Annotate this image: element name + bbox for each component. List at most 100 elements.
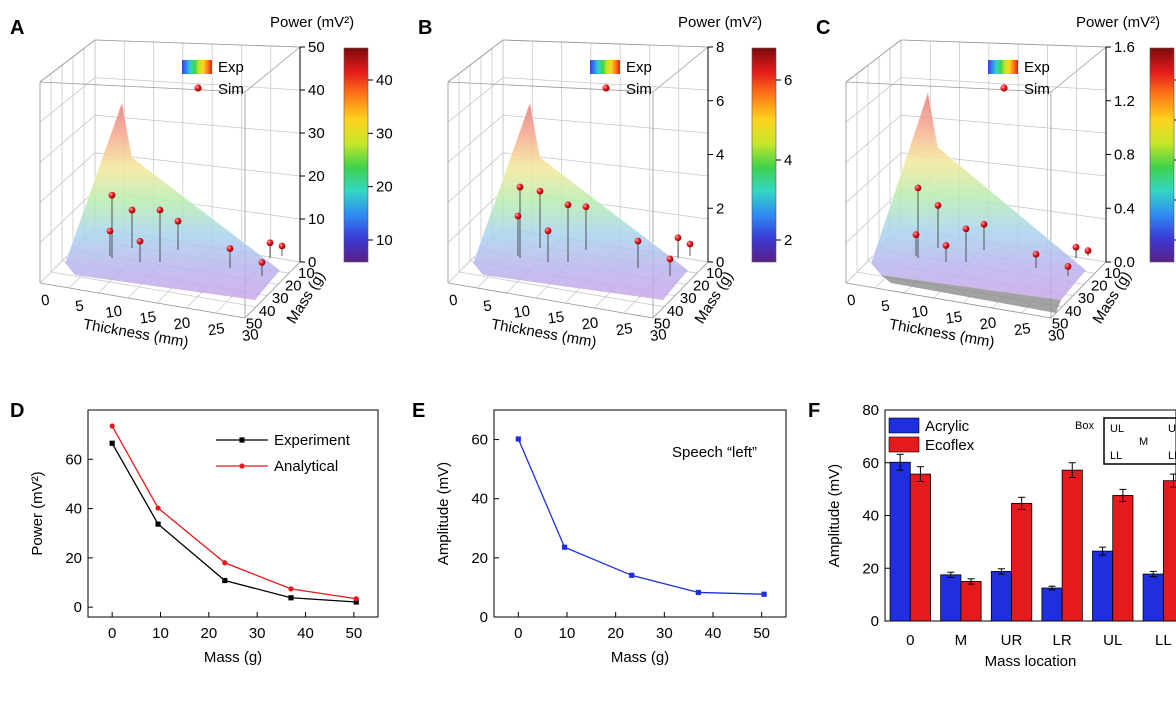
y-tick-label: 0 xyxy=(871,613,879,630)
bar-ecoflex xyxy=(1162,480,1176,622)
sim-point xyxy=(942,242,950,249)
x-tick-label: 40 xyxy=(705,625,722,642)
panel-letter: C xyxy=(816,17,830,39)
legend-sim-label: Sim xyxy=(1024,81,1050,98)
grid-line xyxy=(845,114,902,163)
colorbar-tick-label: 20 xyxy=(376,179,393,196)
legend-marker xyxy=(239,437,245,443)
colorbar-tick-label: 10 xyxy=(376,232,393,249)
x-tick-label: 5 xyxy=(74,297,85,315)
z-tick-label: 40 xyxy=(308,82,325,99)
data-point xyxy=(761,591,767,597)
data-point xyxy=(155,505,161,511)
x-tick-label: M xyxy=(955,632,968,649)
grid-line xyxy=(447,152,504,203)
box-edge xyxy=(39,282,246,319)
inset-cell-label: UL xyxy=(1110,423,1124,435)
bar-acrylic xyxy=(940,574,962,622)
y-axis-title: Amplitude (mV) xyxy=(826,464,843,567)
data-point xyxy=(288,595,294,601)
surface-ridge xyxy=(472,100,689,271)
box-edge xyxy=(1050,261,1107,319)
grid-line xyxy=(447,190,504,244)
legend-exp-swatch xyxy=(182,60,212,74)
data-point xyxy=(222,560,228,566)
data-point xyxy=(155,521,161,527)
y-tick-label: 40 xyxy=(471,491,488,508)
grid-line xyxy=(447,114,504,163)
colorbar-tick-label: 30 xyxy=(376,125,393,142)
bar-acrylic xyxy=(1142,573,1164,622)
sim-point xyxy=(278,242,286,250)
panel-E: E 0 20 40 60 Amplitude (mV) Mass (g) 0 10 20 30 40 5… xyxy=(412,400,787,666)
y-tick-label: 60 xyxy=(471,432,488,449)
z-tick-label: 30 xyxy=(308,125,325,142)
grid-line xyxy=(447,77,504,123)
z-tick-label: 4 xyxy=(716,147,724,164)
grid-line xyxy=(94,114,301,134)
y-tick-label: 20 xyxy=(1091,278,1108,295)
colorbar-tick-label: 2 xyxy=(784,232,792,249)
legend-sim-label: Sim xyxy=(218,81,244,98)
colorbar xyxy=(343,47,369,263)
data-point xyxy=(109,423,115,429)
legend-sim-marker xyxy=(1000,84,1008,92)
sim-point xyxy=(634,237,642,245)
legend-exp-label: Exp xyxy=(218,59,244,76)
data-point xyxy=(222,577,228,584)
grid-line xyxy=(39,77,96,123)
x-tick-label: 10 xyxy=(910,303,929,322)
box-edge xyxy=(94,39,301,48)
surface xyxy=(473,102,688,300)
x-axis-title: Mass (g) xyxy=(611,649,669,666)
y-tick-label: 0 xyxy=(480,609,488,626)
colorbar xyxy=(1149,47,1175,263)
y-tick-label: 80 xyxy=(862,402,879,419)
bar-acrylic xyxy=(990,571,1012,622)
bar-ecoflex xyxy=(960,581,982,622)
x-tick-label: 10 xyxy=(559,625,576,642)
x-tick-label: 30 xyxy=(1047,326,1066,345)
y-tick-label: 60 xyxy=(862,455,879,472)
legend-marker xyxy=(239,463,245,469)
legend-label: Ecoflex xyxy=(925,437,975,454)
legend-label: Experiment xyxy=(274,432,351,449)
sim-point xyxy=(266,239,274,247)
x-tick-label: 20 xyxy=(200,625,217,642)
sim-point xyxy=(174,217,182,225)
panel-letter: D xyxy=(10,400,24,422)
z-axis-title: Power (mV²) xyxy=(1076,14,1160,31)
box-edge xyxy=(845,39,902,83)
sim-point xyxy=(674,234,682,242)
y-tick-label: 10 xyxy=(298,265,315,282)
annotation: Speech “left” xyxy=(672,444,757,461)
y-tick-label: 50 xyxy=(246,315,263,332)
surface-ridge xyxy=(870,91,1087,271)
sim-point xyxy=(1072,243,1080,251)
x-tick-label: 50 xyxy=(753,625,770,642)
x-tick-label: 5 xyxy=(482,297,493,315)
sim-point xyxy=(156,206,164,214)
grid-line xyxy=(845,77,902,123)
inset-cell-label: M xyxy=(1139,436,1148,448)
y-tick-label: 50 xyxy=(1052,315,1069,332)
x-tick-label: 30 xyxy=(656,625,673,642)
bar-acrylic xyxy=(1092,550,1114,622)
legend-sim-marker xyxy=(194,84,202,92)
data-point xyxy=(353,596,359,602)
y-tick-label: 20 xyxy=(65,550,82,567)
colorbar-tick-label: 6 xyxy=(784,72,792,89)
sim-point xyxy=(912,231,920,239)
data-point xyxy=(629,572,635,578)
y-tick-label: 20 xyxy=(693,278,710,295)
z-tick-label: 0.0 xyxy=(1114,254,1135,271)
box-edge xyxy=(652,46,709,93)
box-edge xyxy=(447,39,504,83)
x-tick-label: 25 xyxy=(1013,320,1032,339)
y-tick-label: 20 xyxy=(471,550,488,567)
sim-point xyxy=(536,187,544,195)
x-tick-label: 20 xyxy=(979,314,998,333)
